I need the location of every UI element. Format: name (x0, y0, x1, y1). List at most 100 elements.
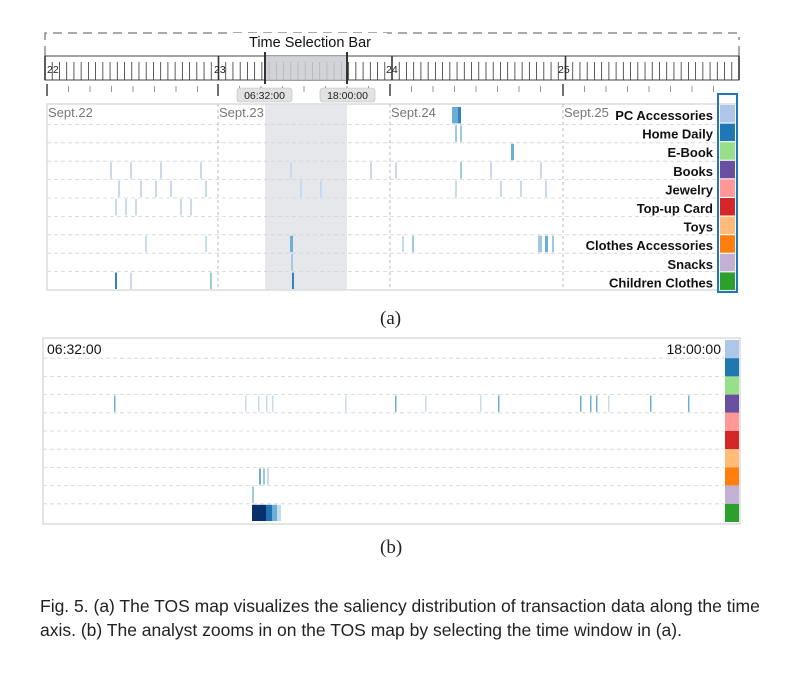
zoom-end-label: 18:00:00 (667, 341, 722, 357)
saliency-mark (650, 395, 652, 412)
saliency-marks-b (114, 395, 690, 521)
saliency-mark (145, 235, 147, 253)
saliency-mark (520, 180, 522, 197)
saliency-mark (538, 235, 542, 253)
saliency-mark (395, 162, 397, 179)
category-color-cell (725, 340, 739, 359)
window-end-label: 18:00:00 (327, 90, 368, 102)
saliency-mark (190, 199, 192, 216)
legend-swatch[interactable] (720, 253, 735, 272)
saliency-mark (608, 395, 610, 412)
legend-swatch[interactable] (720, 160, 735, 179)
figure-caption: Fig. 5. (a) The TOS map visualizes the s… (40, 596, 760, 640)
saliency-mark (266, 395, 268, 412)
legend-label[interactable]: Books (673, 164, 713, 179)
legend-swatch[interactable] (720, 142, 735, 160)
saliency-mark (291, 254, 293, 271)
saliency-mark (263, 468, 265, 485)
zoom-start-label: 06:32:00 (47, 341, 102, 357)
saliency-mark (455, 125, 457, 142)
saliency-mark (205, 180, 207, 197)
day-tick-label: 24 (386, 64, 398, 76)
category-color-cell (725, 485, 739, 504)
selection-bar-frame (44, 32, 740, 40)
row-dividers-b (43, 357, 724, 505)
saliency-mark (114, 395, 116, 412)
saliency-mark (292, 272, 294, 289)
legend-swatch[interactable] (720, 105, 735, 123)
category-color-strip-b (725, 340, 739, 522)
legend-label[interactable]: Home Daily (642, 127, 714, 142)
subfigure-a-caption: (a) (380, 308, 402, 329)
legend-label[interactable]: Toys (684, 220, 713, 235)
saliency-mark (500, 180, 502, 197)
tos-map-b: 06:32:00 18:00:00 (0, 330, 787, 530)
legend-swatch[interactable] (720, 235, 735, 253)
saliency-mark (277, 504, 281, 521)
legend-label[interactable]: Top-up Card (637, 201, 713, 216)
saliency-mark (452, 107, 458, 124)
saliency-mark (460, 125, 462, 142)
day-tick-label: 25 (558, 64, 570, 76)
selected-window-shade (265, 104, 347, 290)
saliency-mark (345, 395, 347, 412)
legend-label[interactable]: E-Book (668, 145, 714, 160)
date-labels-a: Sept.22 Sept.23 Sept.24 Sept.25 (48, 105, 609, 120)
saliency-mark (290, 162, 292, 179)
selection-bar-title-bg (232, 33, 387, 51)
legend-label[interactable]: Snacks (667, 257, 713, 272)
legend-label[interactable]: Clothes Accessories (586, 238, 713, 253)
saliency-mark (370, 162, 372, 179)
saliency-mark (155, 180, 157, 197)
tos-panel-a (46, 103, 738, 291)
saliency-mark (160, 162, 162, 179)
saliency-mark (180, 199, 182, 216)
category-color-cell (725, 412, 739, 431)
saliency-mark (460, 162, 462, 179)
saliency-mark (110, 162, 112, 179)
saliency-mark (688, 395, 690, 412)
saliency-mark (115, 272, 117, 289)
legend-label[interactable]: PC Accessories (615, 108, 713, 123)
saliency-mark (300, 180, 302, 197)
saliency-mark (540, 162, 542, 179)
window-start-badge (236, 87, 293, 103)
legend-swatch[interactable] (720, 216, 735, 235)
saliency-mark (545, 235, 548, 253)
saliency-mark (290, 235, 293, 253)
minor-day-ticks (46, 84, 714, 96)
window-start-label: 06:32:00 (244, 90, 285, 102)
category-color-cell (725, 358, 739, 377)
saliency-mark (266, 504, 272, 521)
legend-label[interactable]: Children Clothes (609, 275, 713, 290)
saliency-mark (490, 162, 492, 179)
legend-color-frame (717, 93, 738, 293)
legend-swatch[interactable] (720, 179, 735, 197)
day-tick-label: 23 (214, 64, 226, 76)
saliency-mark (245, 395, 247, 412)
saliency-mark (552, 235, 554, 253)
selection-window[interactable] (265, 56, 347, 80)
window-end-badge (319, 87, 376, 103)
tos-panel-b (42, 337, 741, 525)
hour-ruler-ticks (44, 56, 740, 80)
legend-swatch[interactable] (720, 272, 735, 290)
category-color-cell (725, 467, 739, 486)
saliency-mark (596, 395, 598, 412)
saliency-mark (170, 180, 172, 197)
saliency-mark (252, 504, 266, 521)
legend-swatch[interactable] (720, 123, 735, 142)
tos-map-a: Time Selection Bar 22 23 24 25 06:32:00 18:… (0, 0, 787, 310)
category-color-cell (725, 431, 739, 450)
date-label: Sept.22 (48, 105, 93, 120)
saliency-mark (205, 235, 207, 253)
saliency-mark (480, 395, 482, 412)
saliency-mark (402, 235, 404, 253)
selection-bar-title: Time Selection Bar (249, 35, 371, 51)
legend-label[interactable]: Jewelry (665, 182, 713, 197)
saliency-mark (140, 180, 142, 197)
legend-swatch[interactable] (720, 198, 735, 216)
subfigure-b-caption: (b) (380, 537, 403, 558)
day-separators-a (217, 104, 564, 290)
date-label: Sept.24 (391, 105, 436, 120)
